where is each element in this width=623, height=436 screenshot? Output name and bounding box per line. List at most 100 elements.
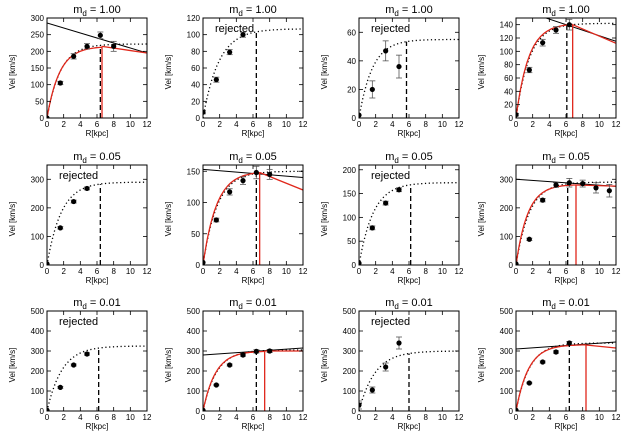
x-tick-label: 6 [407, 413, 412, 422]
data-point [57, 225, 63, 231]
data-point [396, 187, 402, 193]
rejected-label: rejected [59, 170, 98, 182]
y-tick-label: 100 [31, 232, 45, 241]
data-point [369, 387, 375, 393]
x-tick-label: 12 [612, 120, 621, 129]
x-tick-label: 0 [201, 267, 206, 276]
title-symbol: m [542, 151, 551, 163]
data-point [213, 77, 219, 83]
y-tick-label: 200 [31, 367, 45, 376]
y-tick-label: 100 [343, 213, 357, 222]
y-tick-label: 400 [500, 327, 514, 336]
model-curve-dotted [359, 350, 459, 411]
data-point [71, 198, 77, 205]
y-tick-label: 0 [352, 114, 357, 123]
title-symbol: m [385, 297, 394, 309]
y-tick-label: 20 [504, 101, 513, 110]
y-tick-label: 300 [343, 347, 357, 356]
x-tick-label: 8 [267, 267, 272, 276]
x-tick-label: 10 [126, 120, 135, 129]
x-tick-label: 8 [111, 267, 116, 276]
title-value: = 0.01 [559, 297, 590, 309]
title-subscript: d [551, 9, 555, 18]
panel-9: 0 2 4 6 8 10 12 0 100 200 300 400 500 R[kpc] Vel [km/s… [8, 297, 152, 431]
x-tick-label: 8 [111, 413, 116, 422]
title-symbol: m [73, 4, 82, 16]
x-tick-label: 6 [95, 120, 100, 129]
x-tick-label: 4 [234, 413, 239, 422]
y-axis-label: Vel [km/s] [8, 55, 17, 90]
x-tick-label: 8 [267, 120, 272, 129]
x-tick-label: 12 [299, 413, 308, 422]
data-point [253, 348, 259, 354]
panel-7: 0 2 4 6 8 10 12 0 50 100 150 200 R[kpc] Vel [km/s] md =… [320, 151, 464, 285]
y-tick-label: 0 [509, 407, 514, 416]
title-subscript: d [238, 9, 242, 18]
panel-1: 0 2 4 6 8 10 12 0 50 100 150 200 250 300 R[kpc] Vel [km… [8, 4, 152, 138]
title-subscript: d [82, 9, 86, 18]
y-tick-label: 40 [191, 81, 200, 90]
y-tick-label: 250 [31, 31, 45, 40]
y-tick-label: 0 [196, 407, 201, 416]
panel-5: 0 2 4 6 8 10 12 0 100 200 300 R[kpc] Vel [km/s] md = 0… [8, 151, 152, 285]
x-tick-label: 12 [455, 413, 464, 422]
data-point [580, 180, 586, 187]
title-subscript: d [551, 156, 555, 165]
title-value: = 0.05 [402, 151, 433, 163]
x-tick-label: 4 [547, 413, 552, 422]
x-tick-label: 8 [580, 120, 585, 129]
y-tick-label: 400 [31, 327, 45, 336]
y-tick-label: 300 [500, 347, 514, 356]
x-tick-label: 8 [111, 120, 116, 129]
plot-area [359, 182, 459, 265]
data-point [526, 236, 532, 242]
y-tick-label: 100 [187, 387, 201, 396]
data-point [203, 407, 206, 411]
x-tick-label: 2 [373, 413, 378, 422]
data-point [213, 382, 219, 388]
x-tick-label: 6 [95, 413, 100, 422]
title-value: = 0.05 [90, 151, 121, 163]
x-axis-label: R[kpc] [555, 422, 578, 431]
title-subscript: d [551, 302, 555, 311]
title-value: = 0.05 [246, 151, 277, 163]
panel-title: md = 0.01 [542, 297, 590, 311]
y-tick-label: 200 [343, 166, 357, 175]
red-fit-curve [203, 171, 260, 265]
y-tick-label: 140 [500, 21, 514, 30]
x-tick-label: 8 [423, 267, 428, 276]
rejected-label: rejected [371, 23, 410, 35]
x-tick-label: 6 [95, 267, 100, 276]
x-tick-label: 6 [251, 267, 256, 276]
data-point [203, 109, 206, 115]
panel-title: md = 1.00 [542, 4, 590, 18]
title-symbol: m [73, 151, 82, 163]
x-tick-label: 4 [78, 120, 83, 129]
y-tick-label: 500 [343, 307, 357, 316]
x-tick-label: 0 [45, 120, 50, 129]
x-tick-label: 10 [438, 120, 447, 129]
x-tick-label: 10 [282, 120, 291, 129]
title-value: = 1.00 [246, 4, 277, 16]
panel-10: 0 2 4 6 8 10 12 0 100 200 300 400 500 R[kpc] Vel [km/s… [164, 297, 308, 431]
title-subscript: d [82, 302, 86, 311]
data-point [369, 86, 375, 93]
title-value: = 1.00 [559, 4, 590, 16]
y-tick-label: 200 [31, 47, 45, 56]
axes-frame [515, 17, 617, 119]
y-axis-label: Vel [km/s] [477, 202, 486, 237]
x-tick-label: 10 [282, 267, 291, 276]
y-tick-label: 80 [504, 61, 513, 70]
data-point [553, 182, 559, 188]
x-tick-label: 0 [514, 413, 519, 422]
y-tick-label: 60 [504, 74, 513, 83]
data-point [57, 384, 63, 390]
y-axis-label: Vel [km/s] [320, 202, 329, 237]
title-value: = 0.01 [246, 297, 277, 309]
x-tick-label: 2 [373, 267, 378, 276]
x-tick-label: 4 [234, 120, 239, 129]
data-point [213, 217, 219, 223]
x-tick-label: 10 [595, 267, 604, 276]
data-point [540, 359, 546, 365]
